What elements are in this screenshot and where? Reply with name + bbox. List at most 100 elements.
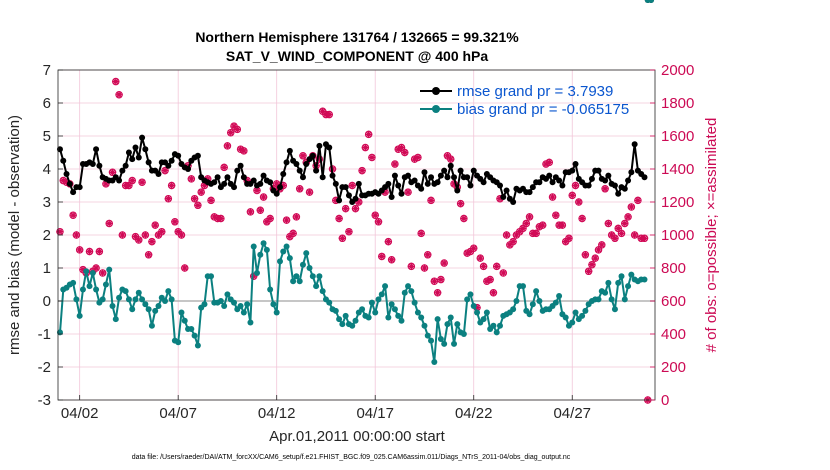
obs-assimilated-point: [125, 181, 133, 190]
bias-point: [536, 298, 543, 304]
obs-assimilated-point: [69, 211, 77, 219]
bias-point: [135, 289, 142, 296]
bias-point: [168, 296, 175, 303]
obs-assimilated-point: [253, 186, 261, 195]
legend-rmse-label: rmse grand pr = 3.7939: [457, 83, 613, 100]
bias-point: [188, 326, 195, 333]
left-tick-label: 6: [43, 95, 51, 112]
obs-assimilated-point: [608, 231, 616, 239]
bias-point: [208, 273, 215, 280]
obs-assimilated-point: [502, 231, 511, 239]
bias-point: [155, 302, 162, 309]
bias-point: [139, 296, 146, 303]
obs-assimilated-point: [335, 214, 343, 223]
rmse-point: [267, 179, 274, 186]
bias-point: [451, 340, 458, 347]
rmse-point: [309, 152, 316, 159]
rmse-point: [89, 161, 96, 168]
bias-point: [648, 0, 655, 3]
bias-point: [437, 335, 444, 342]
rmse-point: [345, 192, 352, 199]
bias-point: [175, 339, 182, 346]
bias-point: [332, 307, 339, 314]
rmse-point: [221, 180, 228, 187]
right-tick-label: 1800: [661, 95, 694, 112]
bias-point: [611, 306, 618, 313]
obs-assimilated-point: [493, 262, 501, 270]
obs-assimilated-point: [138, 178, 146, 186]
obs-assimilated-point: [263, 218, 271, 226]
bias-point: [628, 271, 635, 278]
rmse-point: [536, 179, 543, 186]
obs-assimilated-point: [512, 231, 521, 239]
obs-assimilated-point: [434, 289, 442, 297]
obs-assimilated-point: [240, 147, 248, 155]
rmse-point: [116, 177, 123, 184]
bias-point: [303, 250, 310, 257]
rmse-point: [405, 172, 412, 179]
bias-point: [496, 322, 503, 329]
rmse-point: [451, 174, 458, 181]
bias-point: [257, 251, 264, 258]
obs-assimilated-point: [578, 214, 586, 223]
obs-assimilated-point: [381, 188, 389, 196]
obs-assimilated-point: [85, 247, 94, 256]
obs-assimilated-point: [479, 262, 488, 270]
rmse-point: [556, 177, 563, 184]
obs-assimilated-point: [171, 218, 179, 226]
rmse-point: [418, 185, 425, 192]
bias-point: [326, 299, 333, 306]
rmse-point: [175, 152, 182, 159]
bias-point: [602, 289, 609, 296]
bias-point: [342, 312, 349, 319]
bias-point: [263, 246, 270, 253]
bias-point: [293, 273, 300, 280]
bias-point: [615, 279, 622, 286]
obs-assimilated-point: [489, 289, 498, 297]
bias-point: [116, 294, 123, 301]
bias-point: [112, 316, 119, 323]
legend-bias-label: bias grand pr = -0.065175: [457, 101, 629, 118]
left-tick-label: 1: [43, 260, 51, 277]
bias-point: [391, 306, 398, 313]
obs-assimilated-point: [516, 228, 524, 236]
bias-point: [401, 289, 408, 296]
rmse-point: [631, 141, 638, 148]
bias-point: [582, 307, 589, 314]
rmse-point: [142, 146, 149, 153]
obs-assimilated-point: [496, 195, 504, 203]
obs-assimilated-point: [223, 142, 232, 150]
legend: rmse grand pr = 3.7939 bias grand pr = -…: [420, 83, 629, 118]
obs-assimilated-point: [614, 224, 622, 232]
bias-point: [388, 301, 395, 308]
bias-point: [605, 279, 612, 286]
rmse-point: [336, 197, 343, 204]
obs-assimilated-point: [325, 110, 333, 119]
rmse-point: [641, 174, 648, 181]
obs-assimilated-point: [371, 211, 379, 219]
bias-point: [194, 342, 201, 349]
obs-assimilated-point: [286, 233, 294, 241]
bias-point: [89, 269, 96, 276]
rmse-point: [76, 184, 83, 191]
bias-point: [382, 283, 389, 290]
bias-point: [240, 309, 247, 316]
obs-assimilated-point: [591, 254, 599, 262]
obs-assimilated-point: [548, 193, 557, 201]
x-tick-label: 04/27: [553, 405, 591, 422]
obs-assimilated-point: [388, 256, 396, 264]
rmse-point: [276, 184, 283, 191]
obs-assimilated-point: [430, 277, 438, 285]
bias-point: [221, 302, 228, 309]
right-tick-label: 600: [661, 293, 686, 310]
obs-assimilated-point: [519, 224, 527, 232]
bias-point: [79, 286, 86, 293]
bias-point: [444, 321, 451, 328]
rmse-series: [56, 0, 655, 205]
x-tick-label: 04/17: [356, 405, 394, 422]
rmse-point: [398, 190, 405, 197]
obs-assimilated-point: [558, 221, 566, 229]
bias-point: [395, 312, 402, 319]
obs-assimilated-point: [539, 221, 547, 229]
rmse-point: [237, 162, 244, 169]
